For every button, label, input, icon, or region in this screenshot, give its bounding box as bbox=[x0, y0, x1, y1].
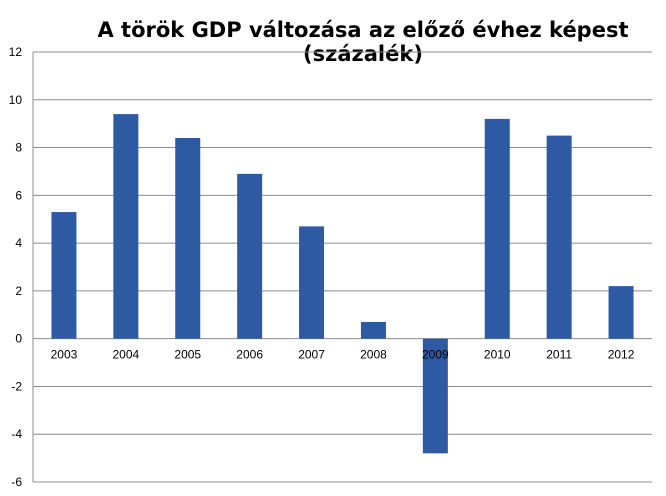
bar-2010 bbox=[484, 118, 510, 339]
y-tick-label: -4 bbox=[11, 427, 22, 441]
bar-2005 bbox=[175, 138, 201, 339]
x-tick-label: 2008 bbox=[360, 348, 387, 362]
bar-2007 bbox=[299, 226, 325, 339]
x-tick-label: 2012 bbox=[608, 348, 635, 362]
y-tick-labels: 12 10 8 6 4 2 0 -2 -4 -6 bbox=[9, 45, 23, 489]
chart-title: A török GDP változása az előző évhez kép… bbox=[97, 18, 629, 66]
x-tick-label: 2005 bbox=[174, 348, 201, 362]
y-tick-label: 4 bbox=[15, 236, 22, 250]
bar-2012 bbox=[608, 286, 634, 339]
x-tick-label: 2007 bbox=[298, 348, 325, 362]
bar-2004 bbox=[113, 114, 139, 339]
y-tick-label: 0 bbox=[15, 332, 22, 346]
x-tick-label: 2009 bbox=[422, 348, 449, 362]
y-tick-label: -6 bbox=[11, 475, 22, 489]
y-tick-label: 6 bbox=[15, 188, 22, 202]
x-tick-label: 2011 bbox=[546, 348, 572, 362]
bar-2009 bbox=[422, 338, 448, 454]
x-tick-label: 2004 bbox=[112, 348, 139, 362]
bar-2011 bbox=[546, 135, 572, 339]
bars bbox=[51, 114, 634, 454]
y-tick-label: -2 bbox=[11, 379, 22, 393]
bar-2003 bbox=[51, 212, 77, 339]
bar-2006 bbox=[237, 173, 263, 339]
y-tick-label: 12 bbox=[9, 45, 23, 59]
bar-2008 bbox=[360, 321, 386, 339]
y-tick-label: 2 bbox=[15, 284, 22, 298]
x-tick-label: 2006 bbox=[236, 348, 263, 362]
x-tick-labels: 2003 2004 2005 2006 2007 2008 2009 2010 2011 2012 bbox=[51, 348, 635, 362]
y-tick-label: 10 bbox=[9, 93, 23, 107]
x-tick-label: 2010 bbox=[484, 348, 511, 362]
y-tick-label: 8 bbox=[15, 141, 22, 155]
x-tick-label: 2003 bbox=[51, 348, 78, 362]
